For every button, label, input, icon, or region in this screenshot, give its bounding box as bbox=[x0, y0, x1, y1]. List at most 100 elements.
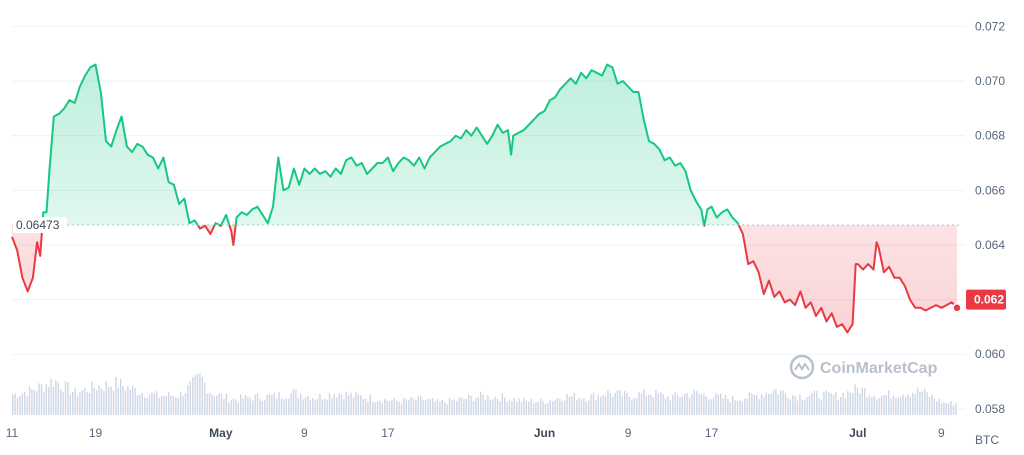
volume-bar bbox=[165, 396, 167, 415]
volume-bar bbox=[372, 401, 374, 415]
volume-bar bbox=[340, 394, 343, 415]
current-price-dot[interactable] bbox=[952, 303, 962, 313]
volume-bar bbox=[787, 398, 789, 415]
volume-bar bbox=[616, 390, 619, 415]
volume-bar bbox=[280, 398, 283, 415]
volume-bar bbox=[832, 395, 835, 415]
volume-bar bbox=[796, 400, 799, 415]
volume-bar bbox=[64, 380, 67, 415]
volume-bar bbox=[360, 395, 362, 415]
volume-bar bbox=[921, 391, 923, 415]
volume-bar bbox=[177, 397, 179, 415]
volume-bar bbox=[242, 398, 244, 415]
volume-bar bbox=[480, 391, 482, 415]
volume-bar bbox=[734, 400, 736, 415]
volume-bar bbox=[494, 396, 496, 415]
volume-bar bbox=[732, 396, 734, 415]
volume-bar bbox=[208, 392, 211, 415]
volume-bar bbox=[724, 395, 727, 415]
volume-bar bbox=[273, 392, 275, 415]
volume-bar bbox=[729, 402, 731, 415]
volume-bar bbox=[760, 394, 763, 415]
volume-bar bbox=[134, 388, 136, 415]
volume-bar bbox=[55, 380, 57, 415]
volume-bar bbox=[528, 401, 530, 415]
volume-bar bbox=[868, 395, 871, 415]
volume-bar bbox=[883, 395, 885, 415]
watermark-text: CoinMarketCap bbox=[820, 360, 938, 377]
volume-bar bbox=[652, 397, 655, 415]
volume-bar bbox=[950, 401, 952, 415]
volume-bar bbox=[583, 398, 585, 415]
volume-bar bbox=[38, 383, 40, 415]
volume-bar bbox=[633, 398, 635, 415]
volume-bar bbox=[422, 400, 424, 415]
volume-bar bbox=[888, 390, 890, 415]
volume-bar bbox=[576, 400, 578, 415]
volume-bar bbox=[681, 396, 683, 415]
volume-bar bbox=[67, 382, 69, 415]
volume-bar bbox=[657, 393, 659, 415]
volume-bar bbox=[549, 400, 551, 415]
volume-bar bbox=[878, 398, 880, 415]
volume-bar bbox=[607, 390, 609, 415]
volume-bar bbox=[700, 394, 703, 415]
volume-bar bbox=[931, 394, 933, 415]
volume-bar bbox=[520, 402, 523, 415]
volume-bar bbox=[573, 392, 575, 415]
volume-bar bbox=[664, 398, 667, 415]
volume-bar bbox=[31, 389, 33, 415]
volume-bar bbox=[602, 395, 604, 415]
price-line[interactable] bbox=[11, 63, 958, 334]
volume-bar bbox=[492, 399, 494, 415]
volume-bar bbox=[170, 395, 172, 415]
volume-bar bbox=[840, 396, 842, 415]
area-below-reference bbox=[12, 225, 957, 333]
volume-bar bbox=[264, 399, 266, 415]
volume-bar bbox=[420, 396, 422, 415]
volume-bar bbox=[590, 394, 592, 415]
volume-bar bbox=[808, 395, 811, 415]
volume-bar bbox=[115, 377, 117, 415]
volume-bar bbox=[424, 400, 427, 415]
x-tick-label: 19 bbox=[89, 426, 103, 440]
volume-bar bbox=[770, 394, 772, 415]
volume-bar bbox=[751, 393, 753, 415]
volume-bar bbox=[235, 399, 237, 415]
volume-bar bbox=[614, 392, 616, 415]
volume-bar bbox=[679, 397, 681, 415]
volume-bar bbox=[780, 390, 782, 415]
volume-bar bbox=[739, 400, 741, 415]
volume-bar bbox=[463, 398, 465, 415]
volume-bar bbox=[835, 392, 837, 415]
volume-bar bbox=[900, 396, 902, 415]
volume-bar bbox=[885, 394, 887, 415]
volume-bar bbox=[175, 397, 177, 415]
volume-bar bbox=[904, 396, 907, 415]
volume-bar bbox=[446, 404, 448, 415]
volume-bar bbox=[470, 395, 472, 415]
x-tick-label: Jul bbox=[849, 426, 866, 440]
volume-bar bbox=[669, 400, 671, 415]
volume-bar bbox=[792, 395, 794, 415]
volume-bar bbox=[199, 373, 201, 415]
volume-bar bbox=[151, 392, 153, 415]
volume-bar bbox=[811, 393, 813, 415]
volume-bar bbox=[513, 398, 515, 415]
volume-bar bbox=[403, 397, 405, 415]
volume-bar bbox=[933, 398, 935, 415]
volume-bar bbox=[648, 394, 650, 415]
volume-bar bbox=[240, 394, 242, 415]
volume-bar bbox=[153, 393, 155, 415]
volume-bar bbox=[715, 392, 717, 415]
volume-bar bbox=[914, 393, 916, 415]
volume-bar bbox=[180, 391, 182, 415]
volume-bar bbox=[122, 386, 124, 415]
volume-bar bbox=[326, 399, 328, 415]
x-tick-label: 9 bbox=[938, 426, 945, 440]
volume-bar bbox=[501, 393, 503, 415]
volume-bar bbox=[139, 394, 141, 415]
volume-bar bbox=[434, 401, 436, 415]
volume-bar bbox=[662, 393, 664, 415]
